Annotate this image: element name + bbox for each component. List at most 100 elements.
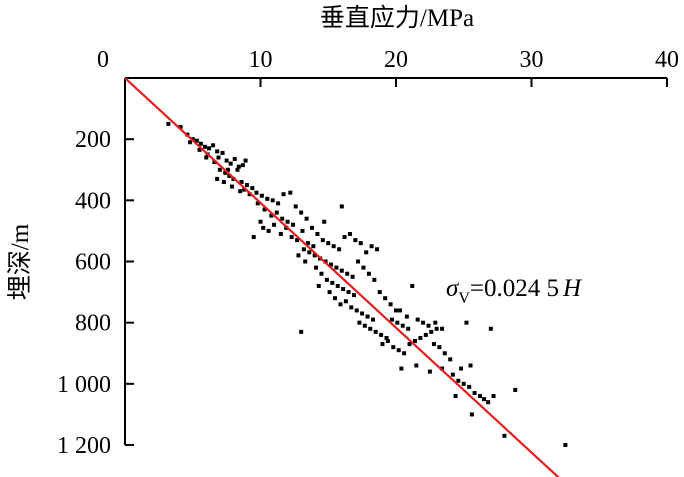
data-point <box>197 147 202 152</box>
data-point <box>326 241 331 246</box>
data-point <box>398 308 403 313</box>
data-point <box>223 170 228 175</box>
data-point <box>299 329 304 334</box>
data-point <box>309 225 314 230</box>
data-point <box>375 247 380 252</box>
y-tick-label: 1 200 <box>57 433 111 459</box>
data-point <box>426 323 431 328</box>
x-tick-label: 10 <box>249 47 273 73</box>
data-point <box>486 400 491 405</box>
data-point <box>238 189 243 194</box>
data-point <box>212 160 217 165</box>
data-point <box>407 342 412 347</box>
data-point <box>342 235 347 240</box>
equation-variable: H <box>562 275 583 302</box>
data-point <box>394 308 398 313</box>
data-point <box>242 187 247 192</box>
data-point <box>227 173 232 178</box>
data-point <box>327 290 332 295</box>
data-point <box>491 394 496 399</box>
data-point <box>328 262 333 267</box>
data-point <box>278 231 283 236</box>
data-point <box>319 271 324 276</box>
data-point <box>440 326 445 331</box>
data-point <box>215 149 220 154</box>
data-point <box>299 210 304 215</box>
data-point <box>410 283 415 288</box>
data-point <box>434 326 439 331</box>
data-point <box>379 332 384 337</box>
data-point <box>254 190 259 195</box>
fit-line <box>124 77 560 477</box>
data-point <box>400 323 405 328</box>
x-axis-title: 垂直应力/MPa <box>320 4 474 32</box>
data-point <box>364 250 369 255</box>
data-point <box>331 244 336 249</box>
y-tick-label: 1 000 <box>57 372 111 398</box>
data-point <box>288 190 293 195</box>
y-tick-label: 400 <box>75 188 111 214</box>
data-point <box>360 311 365 316</box>
data-point <box>339 268 344 273</box>
data-point <box>415 317 420 322</box>
data-point <box>343 299 348 304</box>
data-point <box>293 204 298 209</box>
data-point <box>389 317 394 322</box>
data-point <box>373 329 378 334</box>
data-point <box>345 271 350 276</box>
data-point <box>418 335 423 340</box>
data-point <box>377 290 382 295</box>
data-point <box>240 163 245 168</box>
data-point <box>366 271 371 276</box>
data-point <box>270 198 275 203</box>
data-point <box>320 238 325 243</box>
data-point <box>437 345 442 350</box>
data-point <box>243 158 248 163</box>
y-tick-label: 800 <box>75 311 111 337</box>
data-point <box>188 140 193 145</box>
data-point <box>335 283 340 288</box>
data-point <box>464 320 469 325</box>
data-point <box>453 394 458 399</box>
sigma-subscript: V <box>458 290 470 307</box>
data-point <box>461 381 466 386</box>
data-point <box>349 305 354 310</box>
data-point <box>272 222 277 227</box>
data-point <box>333 296 338 301</box>
data-point <box>440 366 445 371</box>
data-point <box>365 314 370 319</box>
y-axis-title: 埋深/m <box>6 223 34 300</box>
data-point <box>217 167 222 172</box>
data-point <box>414 363 419 368</box>
data-point <box>251 235 256 240</box>
data-point <box>274 210 279 215</box>
data-point <box>202 144 207 149</box>
data-point <box>300 228 305 233</box>
data-point <box>482 397 487 402</box>
scatter-points <box>166 121 568 447</box>
fit-line-group <box>124 77 560 477</box>
data-point <box>315 231 320 236</box>
data-point <box>478 394 483 399</box>
data-point <box>211 143 216 148</box>
data-point <box>266 228 271 233</box>
data-point <box>399 366 404 371</box>
data-point <box>469 412 474 417</box>
y-tick-label: 600 <box>75 250 111 276</box>
data-point <box>350 274 355 279</box>
data-point <box>423 332 428 337</box>
data-point <box>370 317 375 322</box>
data-point <box>334 265 339 270</box>
data-point <box>216 155 221 160</box>
axes: 0 10 20 30 40 200 400 600 800 1 000 1 200 <box>57 47 679 459</box>
x-tick-label: 30 <box>520 47 544 73</box>
data-point <box>369 244 374 249</box>
data-point <box>341 287 346 292</box>
data-point <box>488 326 493 331</box>
data-point <box>307 250 312 255</box>
data-point <box>225 167 230 172</box>
data-point <box>269 213 274 218</box>
data-point <box>421 320 426 325</box>
data-point <box>433 320 438 325</box>
